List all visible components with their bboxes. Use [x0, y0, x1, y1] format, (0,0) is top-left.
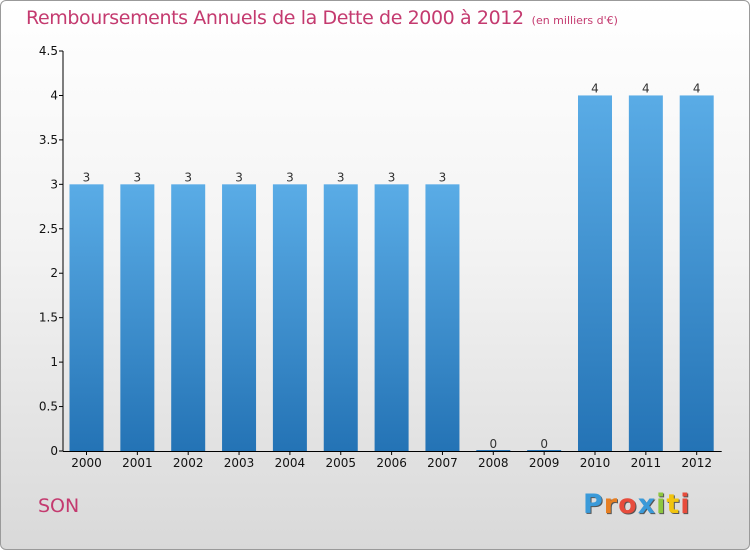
title-text: Remboursements Annuels de la Dette de 20… — [26, 7, 524, 29]
bar-2012 — [679, 95, 714, 451]
y-tick-label-5: 2.5 — [39, 222, 58, 236]
y-tick-label-8: 4 — [50, 88, 58, 102]
data-label-2003: 3 — [235, 170, 243, 184]
y-tick-label-7: 3.5 — [39, 133, 58, 147]
logo-letter: o — [618, 489, 638, 520]
data-label-2007: 3 — [439, 170, 447, 184]
data-label-2002: 3 — [184, 170, 192, 184]
logo-letter: r — [603, 489, 619, 520]
x-tick-label-2011: 2011 — [631, 456, 662, 470]
data-label-2005: 3 — [337, 170, 345, 184]
commune-name: SON — [38, 495, 80, 517]
y-tick-label-2: 1 — [50, 355, 58, 369]
x-tick-label-2004: 2004 — [275, 456, 306, 470]
bar-2011 — [628, 95, 663, 451]
data-label-2000: 3 — [83, 170, 91, 184]
x-tick-label-2001: 2001 — [122, 456, 153, 470]
bar-2001 — [120, 184, 155, 452]
logo-letter: t — [666, 489, 681, 520]
bar-2004 — [272, 184, 307, 452]
bar-2007 — [425, 184, 460, 452]
y-tick-label-1: 0.5 — [39, 400, 58, 414]
logo-letter: i — [656, 489, 667, 520]
y-tick-label-3: 1.5 — [39, 311, 58, 325]
logo-letter: P — [583, 489, 604, 520]
bar-2005 — [323, 184, 358, 452]
x-tick-label-2012: 2012 — [681, 456, 712, 470]
chart-title: Remboursements Annuels de la Dette de 20… — [26, 7, 618, 29]
y-tick-label-9: 4.5 — [39, 44, 58, 58]
x-tick-label-2005: 2005 — [325, 456, 356, 470]
x-tick-label-2007: 2007 — [427, 456, 458, 470]
logo-letter: x — [637, 489, 657, 520]
bar-2000 — [69, 184, 104, 452]
data-label-2001: 3 — [134, 170, 142, 184]
data-label-2012: 4 — [693, 81, 701, 95]
x-tick-label-2008: 2008 — [478, 456, 509, 470]
x-tick-label-2000: 2000 — [71, 456, 102, 470]
data-label-2006: 3 — [388, 170, 396, 184]
x-tick-label-2006: 2006 — [376, 456, 407, 470]
data-label-2011: 4 — [642, 81, 650, 95]
bar-2003 — [222, 184, 257, 452]
data-label-2004: 3 — [286, 170, 294, 184]
y-tick-label-6: 3 — [50, 177, 58, 191]
data-label-2008: 0 — [489, 437, 497, 451]
logo-letter: i — [680, 489, 691, 520]
data-label-2010: 4 — [591, 81, 599, 95]
proxiti-logo[interactable]: Proxiti — [583, 489, 691, 520]
x-tick-label-2003: 2003 — [224, 456, 255, 470]
bar-2010 — [578, 95, 612, 451]
bar-2006 — [374, 184, 409, 452]
axes-group: 2000 2001 2002 2003 2004 2005 2006 2007 2008 2009… — [39, 44, 722, 470]
y-tick-label-0: 0 — [50, 444, 58, 458]
x-tick-label-2009: 2009 — [529, 456, 560, 470]
data-label-2009: 0 — [540, 437, 548, 451]
x-tick-label-2010: 2010 — [580, 456, 611, 470]
y-tick-label-4: 2 — [50, 266, 58, 280]
x-tick-label-2002: 2002 — [173, 456, 204, 470]
unit-label: (en milliers d'€) — [531, 14, 618, 27]
bar-2002 — [171, 184, 206, 452]
bars-group: 3 3 3 3 3 3 3 3 0 0 4 4 4 — [69, 81, 714, 452]
